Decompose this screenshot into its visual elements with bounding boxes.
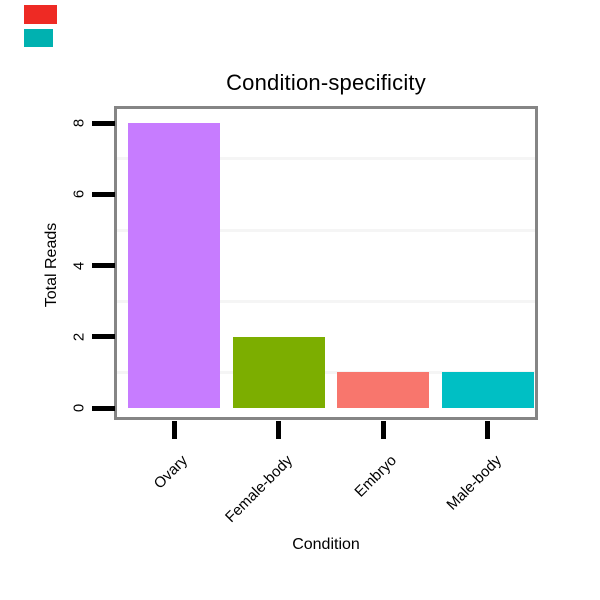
plot-panel [114,106,538,420]
y-tick [92,334,115,340]
x-tick [485,421,491,439]
x-tick [171,421,177,439]
x-tick [276,421,282,439]
y-tick [92,191,115,197]
x-tick-label: Male-body [443,452,505,514]
y-tick [92,120,115,126]
red-mark-swatch [24,5,57,24]
y-tick-label: 2 [70,332,88,341]
bar-embryo [337,372,430,408]
y-tick [92,263,115,269]
x-axis-title: Condition [292,536,360,553]
y-tick-label: 6 [70,190,88,199]
x-tick-label: Embryo [351,452,401,501]
chart-title: Condition-specificity [226,70,426,95]
bar-female-body [232,336,325,408]
minor-gridline [117,370,535,374]
y-axis-title: Total Reads [43,222,60,308]
y-tick-label: 4 [70,261,88,270]
x-tick-label: Female-body [221,452,296,526]
y-tick [92,405,115,411]
teal-mark-swatch [24,29,53,47]
minor-gridline [117,299,535,303]
bar-male-body [441,372,534,408]
minor-gridline [117,228,535,232]
bar-ovary [128,123,221,408]
x-tick-label: Ovary [150,452,192,493]
y-tick-label: 8 [70,119,88,128]
y-tick-label: 0 [70,403,88,413]
x-tick [380,421,386,439]
minor-gridline [117,157,535,161]
